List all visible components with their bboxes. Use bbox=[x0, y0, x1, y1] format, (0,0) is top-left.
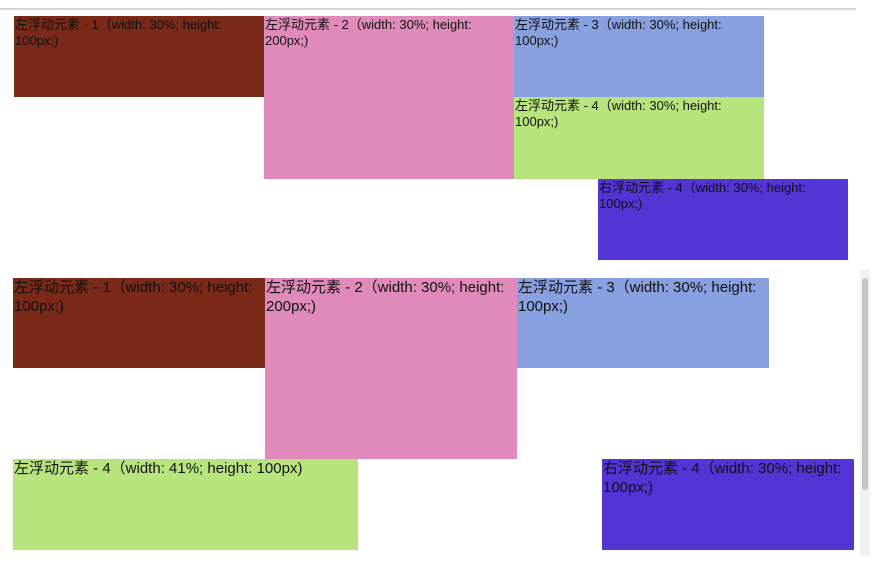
left-float-box-3: 左浮动元素 - 3（width: 30%; height: 100px;) bbox=[517, 278, 769, 368]
left-float-box-2-label: 左浮动元素 - 2（width: 30%; height: 200px;) bbox=[265, 17, 472, 49]
left-float-box-3-label: 左浮动元素 - 3（width: 30%; height: 100px;) bbox=[518, 279, 757, 315]
right-float-box-4: 右浮动元素 - 4（width: 30%; height: 100px;) bbox=[602, 459, 854, 550]
left-float-box-1: 左浮动元素 - 1（width: 30%; height: 100px;) bbox=[14, 16, 264, 97]
left-float-box-2-label: 左浮动元素 - 2（width: 30%; height: 200px;) bbox=[266, 279, 505, 315]
left-float-box-4: 左浮动元素 - 4（width: 30%; height: 100px;) bbox=[514, 97, 764, 179]
left-float-box-1-label: 左浮动元素 - 1（width: 30%; height: 100px;) bbox=[14, 279, 253, 315]
top-divider bbox=[0, 8, 856, 10]
left-float-box-4-label: 左浮动元素 - 4（width: 30%; height: 100px;) bbox=[515, 98, 722, 130]
left-float-box-4-wide: 左浮动元素 - 4（width: 41%; height: 100px) bbox=[13, 459, 358, 550]
left-float-box-3-label: 左浮动元素 - 3（width: 30%; height: 100px;) bbox=[515, 17, 722, 49]
left-float-box-3: 左浮动元素 - 3（width: 30%; height: 100px;) bbox=[514, 16, 764, 97]
left-float-box-2: 左浮动元素 - 2（width: 30%; height: 200px;) bbox=[265, 278, 517, 459]
left-float-box-2: 左浮动元素 - 2（width: 30%; height: 200px;) bbox=[264, 16, 514, 179]
vertical-scrollbar[interactable] bbox=[860, 270, 870, 556]
right-float-box-4: 右浮动元素 - 4（width: 30%; height: 100px;) bbox=[598, 179, 848, 260]
left-float-box-4-wide-label: 左浮动元素 - 4（width: 41%; height: 100px) bbox=[14, 460, 303, 477]
left-float-box-1-label: 左浮动元素 - 1（width: 30%; height: 100px;) bbox=[15, 17, 222, 49]
left-float-box-1: 左浮动元素 - 1（width: 30%; height: 100px;) bbox=[13, 278, 265, 368]
scrollbar-thumb[interactable] bbox=[862, 278, 868, 490]
right-float-box-4-label: 右浮动元素 - 4（width: 30%; height: 100px;) bbox=[599, 180, 806, 212]
right-float-box-4-label: 右浮动元素 - 4（width: 30%; height: 100px;) bbox=[603, 460, 842, 496]
